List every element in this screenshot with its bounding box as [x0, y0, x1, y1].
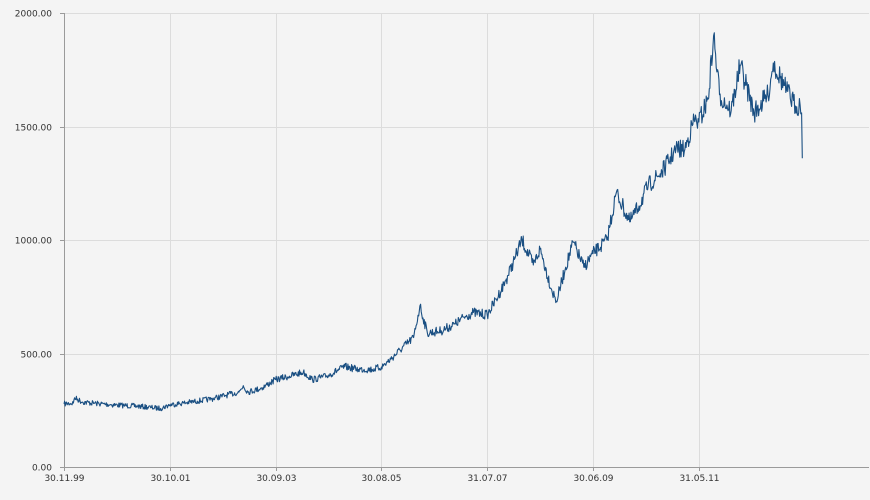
grid-layer [64, 13, 869, 467]
x-tick-label: 30.06.09 [573, 474, 613, 484]
x-tick-label: 30.11.99 [44, 474, 84, 484]
label-layer: 0.00 500.00 1000.00 1500.00 2000.00 30.11.99 3… [15, 10, 720, 485]
x-tick-label: 31.07.07 [467, 474, 507, 484]
y-tick-label: 1000.00 [15, 237, 52, 247]
x-tick-label: 30.08.05 [361, 474, 401, 484]
series-line [63, 32, 803, 412]
axis-layer [60, 13, 869, 471]
x-tick-label: 30.09.03 [256, 474, 296, 484]
y-tick-label: 500.00 [21, 351, 53, 361]
series-layer [63, 32, 803, 412]
x-tick-label: 31.05.11 [679, 474, 719, 484]
x-tick-label: 30.10.01 [150, 474, 190, 484]
y-tick-label: 0.00 [32, 464, 52, 474]
y-tick-label: 2000.00 [15, 10, 52, 20]
y-tick-label: 1500.00 [15, 124, 52, 134]
